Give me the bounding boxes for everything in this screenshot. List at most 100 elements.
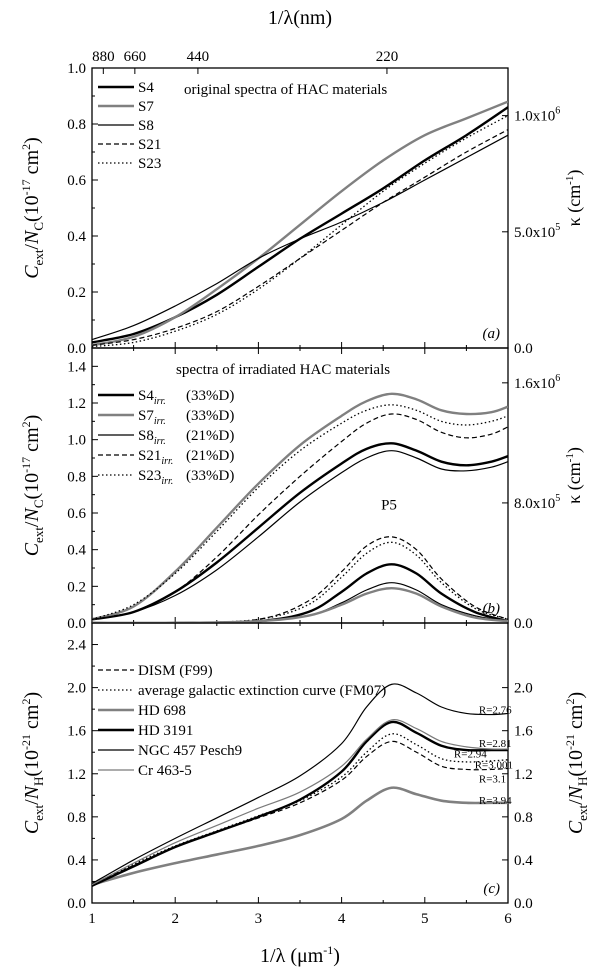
y-axis-label-close: ) [21, 415, 43, 422]
legend-item: S4 [138, 80, 154, 96]
right-axis-label-exp2: 2 [563, 699, 577, 705]
legend-item: DISM (F99) [138, 663, 213, 679]
panel-a: 0.0 0.2 0.4 0.6 0.8 1.0 0.0 5.0x105 1.0x106 Cext/… [19, 7, 585, 357]
right-axis-label-n: N [565, 784, 587, 800]
r-label: R=2.94 [454, 749, 487, 761]
x-axis-label-close: ) [333, 945, 340, 967]
legend-item: S23irr. [138, 468, 173, 487]
top-tick-label: 880 [92, 49, 115, 65]
series-s21 [92, 129, 508, 346]
y-axis-label-units2: cm [21, 427, 43, 457]
y-axis-label-text: Cext/NC(10-17 cm2) [19, 415, 46, 557]
right-axis-label-c: C [565, 820, 587, 834]
plot-frame [91, 67, 509, 349]
r-label: R=3.1 [479, 773, 506, 785]
legend-item-name: S21 [138, 448, 161, 464]
legend-item: S8irr. [138, 428, 166, 447]
y-tick-label: 1.0 [67, 61, 86, 77]
right-axis-label-kappa: κ [564, 217, 584, 226]
right-tick-label: 8.0x105 [514, 493, 560, 512]
panel-b: 0.0 0.2 0.4 0.6 0.8 1.0 1.2 1.4 0.0 8.0x105 1.6x10… [19, 347, 585, 632]
y-axis-label-text: Cext/NH(10-21 cm2) [19, 692, 46, 834]
series-group [92, 392, 508, 623]
y-axis-label-slash: / [21, 244, 43, 250]
y-axis-label: Cext/NC(10-17 cm2) [19, 137, 46, 279]
top-axis-label: 1/λ(nm) [268, 7, 332, 29]
y-tick-label: 2.0 [67, 681, 86, 697]
right-axis-label-slash: / [565, 799, 587, 805]
r-label: R=2.76 [479, 704, 512, 716]
series-s7 [92, 100, 508, 347]
r-label: R=3.94 [479, 795, 512, 807]
right-axis-label-text: κ (cm-1) [564, 170, 585, 227]
y-axis-label-close: ) [21, 692, 43, 699]
series-ngc-457-pesch9 [92, 683, 508, 885]
y-axis-label-exp2: 2 [19, 144, 33, 150]
legend-item-sub: irr. [161, 476, 173, 487]
y-tick-label: 0.6 [67, 506, 86, 522]
series-s8 [92, 134, 508, 341]
right-axis-label-units2: cm [565, 704, 587, 734]
panel-label: (a) [483, 326, 501, 342]
y-tick-label: 1.0 [67, 433, 86, 449]
y-tick-label: 1.2 [67, 767, 86, 783]
right-tick-label: 0.0 [514, 896, 533, 912]
right-axis-label-close: ) [564, 447, 585, 453]
right-tick-label: 2.0 [514, 681, 533, 697]
y-tick-label: 0.4 [67, 853, 86, 869]
y-tick-label: 0.0 [67, 616, 86, 632]
top-tick-label: 440 [187, 49, 210, 65]
right-tick-label: 1.0x106 [514, 106, 560, 125]
right-tick-value: 0.0 [514, 616, 533, 632]
y-tick-label: 0.8 [67, 810, 86, 826]
y-tick-label: 0.2 [67, 579, 86, 595]
y-axis-label-units2: cm [21, 704, 43, 734]
right-tick-value: 0.8 [514, 810, 533, 826]
x-tick-label: 5 [421, 911, 429, 927]
top-axis-label-prefix: 1/ [268, 7, 284, 29]
y-axis-label-c: C [21, 542, 43, 556]
series-s21-irr- [92, 413, 508, 620]
x-tick-label: 3 [255, 911, 263, 927]
legend-item: NGC 457 Pesch9 [138, 743, 242, 759]
series-dism-f99- [92, 740, 508, 886]
legend-item-sub: irr. [161, 456, 173, 467]
legend-item-name: S4 [138, 388, 154, 404]
top-tick-label: 660 [124, 49, 147, 65]
y-tick-label: 1.2 [67, 396, 86, 412]
series-s23 [92, 115, 508, 348]
series-p5-s4 [92, 563, 508, 623]
series-s8-irr- [92, 450, 508, 620]
right-tick-value: 1.0x10 [514, 109, 555, 125]
y-axis-label-units: (10 [21, 750, 43, 777]
panel-c: 0.0 0.4 0.8 1.2 1.6 2.0 2.4 0.0 0.4 0.8 1.2 1.6 2.0 C… [19, 622, 590, 967]
legend-item: S21irr. [138, 448, 173, 467]
series-p5-s21 [92, 536, 508, 623]
right-axis-label-units: (cm [564, 185, 585, 217]
y-axis-label-exp2: 2 [19, 421, 33, 427]
y-axis-label-ext: ext [31, 249, 46, 265]
series-s23-irr- [92, 404, 508, 620]
right-axis-label-text: Cext/NH(10-21 cm2) [563, 692, 590, 834]
right-tick-exp: 6 [555, 106, 560, 117]
y-tick-label: 2.4 [67, 638, 86, 654]
right-tick-exp: 6 [555, 373, 560, 384]
right-tick-value: 5.0x10 [514, 225, 555, 241]
legend-item: average galactic extinction curve (FM07) [138, 683, 386, 699]
right-tick-exp: 5 [555, 222, 560, 233]
x-tick-label: 4 [338, 911, 346, 927]
legend-item: S23 [138, 156, 161, 172]
right-axis-label-units: (10 [565, 750, 587, 777]
x-axis-label-units: (μm [285, 945, 323, 967]
legend-item: HD 698 [138, 703, 186, 719]
right-axis-label: κ (cm-1) [564, 170, 585, 227]
legend-item-deuterium: (33%D) [186, 388, 234, 404]
legend-item-deuterium: (21%D) [186, 448, 234, 464]
right-tick-value: 0.0 [514, 341, 533, 357]
y-tick-label: 0.6 [67, 173, 86, 189]
right-axis-label-exp: -1 [564, 453, 576, 462]
right-tick-value: 1.6x10 [514, 376, 555, 392]
y-tick-label: 0.0 [67, 896, 86, 912]
y-axis-label-c: C [21, 820, 43, 834]
